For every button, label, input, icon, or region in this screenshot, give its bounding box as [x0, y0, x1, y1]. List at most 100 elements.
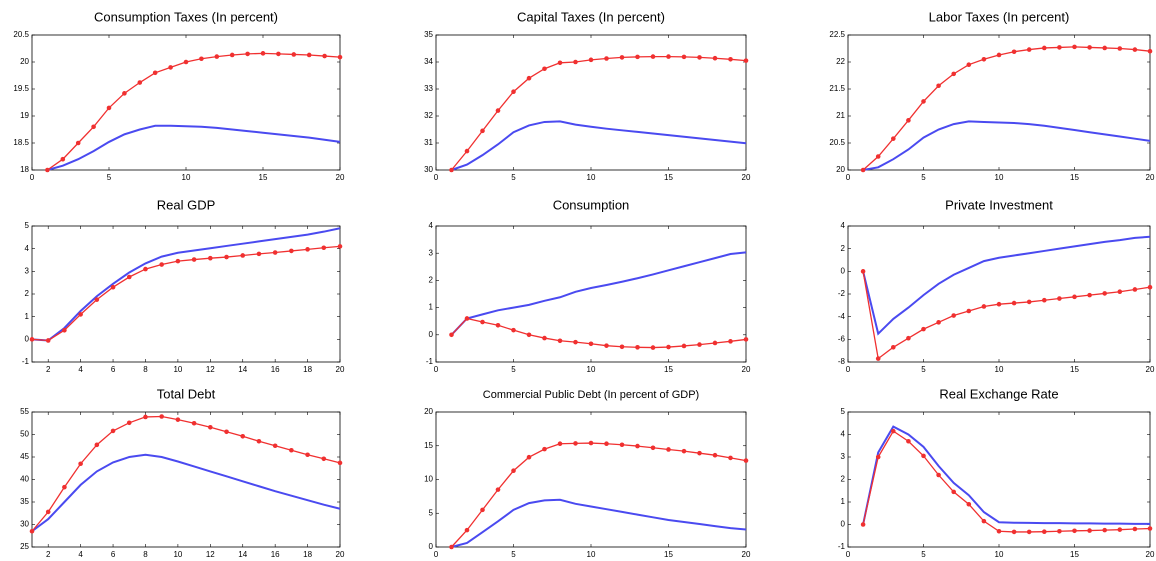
series-line — [451, 498, 747, 548]
data-point — [635, 443, 640, 449]
data-point — [981, 304, 987, 309]
series-line — [31, 227, 341, 342]
data-point — [1072, 44, 1077, 50]
chart-title: Commercial Public Debt (In percent of GD… — [483, 389, 699, 401]
data-point — [1147, 284, 1153, 290]
data-point — [681, 343, 687, 349]
data-point — [951, 489, 956, 495]
data-point — [1132, 526, 1138, 532]
data-point — [1072, 528, 1077, 534]
series-line — [862, 271, 1151, 360]
x-tick-label: 20 — [742, 550, 751, 559]
data-point — [260, 51, 266, 56]
data-point — [94, 442, 100, 448]
data-point — [712, 452, 718, 458]
y-tick-label: 0 — [841, 266, 846, 275]
data-point — [191, 420, 197, 426]
data-point — [1072, 294, 1077, 300]
y-tick-label: 0 — [25, 334, 30, 343]
chart-title: Real GDP — [157, 197, 216, 212]
data-point — [122, 91, 127, 96]
y-tick-label: 2 — [25, 289, 30, 298]
y-tick-label: 22 — [836, 57, 845, 66]
y-tick-label: 0 — [429, 542, 434, 551]
data-point — [604, 343, 609, 348]
data-point — [666, 54, 671, 59]
y-tick-label: -8 — [838, 357, 846, 366]
data-point — [635, 345, 640, 350]
y-tick-label: 22.5 — [829, 30, 845, 39]
chart-title: Consumption — [553, 197, 630, 212]
data-point — [1102, 45, 1107, 51]
x-tick-label: 20 — [1146, 173, 1155, 182]
data-point — [573, 441, 578, 446]
data-point — [906, 438, 911, 444]
data-point — [272, 250, 278, 255]
x-tick-label: 6 — [111, 365, 116, 374]
data-point — [1057, 528, 1062, 534]
chart-title: Labor Taxes (In percent) — [929, 9, 1070, 24]
data-point — [240, 434, 246, 439]
data-point — [1042, 45, 1047, 51]
y-tick-label: 1 — [429, 303, 434, 312]
data-point — [168, 65, 173, 70]
x-tick-label: 18 — [303, 365, 312, 374]
data-point — [78, 461, 83, 467]
y-tick-label: 33 — [424, 84, 433, 93]
series-line — [862, 430, 1151, 533]
data-point — [951, 313, 956, 318]
data-point — [666, 344, 671, 350]
data-point — [557, 338, 563, 344]
series-line — [862, 120, 1151, 171]
data-point — [1042, 529, 1047, 534]
series-line — [451, 120, 747, 171]
data-point — [245, 51, 250, 57]
series-line — [451, 442, 747, 548]
y-tick-label: 18 — [20, 165, 29, 174]
data-point — [996, 52, 1002, 58]
data-point — [743, 58, 749, 63]
x-tick-label: 18 — [303, 550, 312, 559]
data-point — [45, 338, 51, 343]
y-tick-label: 3 — [25, 266, 30, 275]
data-point — [981, 57, 987, 62]
chart-title: Real Exchange Rate — [939, 386, 1058, 401]
y-tick-label: 35 — [20, 497, 29, 506]
y-tick-label: -2 — [838, 289, 846, 298]
plot-frame — [435, 225, 747, 363]
y-tick-label: 4 — [25, 244, 30, 253]
data-point — [981, 518, 987, 524]
data-point — [712, 340, 718, 346]
data-point — [697, 342, 702, 347]
data-point — [573, 59, 578, 65]
data-point — [240, 253, 246, 258]
data-point — [860, 167, 866, 173]
data-point — [1087, 45, 1092, 50]
x-tick-label: 2 — [46, 550, 51, 559]
data-point — [1057, 296, 1062, 301]
series-line — [450, 55, 747, 171]
y-tick-label: -4 — [838, 312, 846, 321]
chart-title: Private Investment — [945, 197, 1053, 212]
data-point — [137, 80, 143, 85]
data-point — [91, 124, 96, 130]
y-tick-label: -1 — [838, 542, 846, 551]
x-tick-label: 15 — [259, 173, 268, 182]
x-tick-label: 15 — [664, 550, 673, 559]
y-tick-label: 20 — [424, 407, 433, 416]
x-tick-label: 14 — [238, 365, 247, 374]
x-tick-label: 8 — [143, 550, 148, 559]
y-tick-label: 18.5 — [13, 138, 29, 147]
data-point — [29, 528, 35, 534]
x-tick-label: 15 — [1070, 365, 1079, 374]
x-tick-label: 10 — [587, 173, 596, 182]
y-tick-label: 3 — [841, 452, 846, 461]
data-point — [1026, 47, 1032, 52]
data-point — [635, 54, 640, 60]
data-point — [743, 337, 749, 342]
data-point — [94, 297, 100, 302]
data-point — [542, 66, 547, 72]
data-point — [62, 484, 67, 490]
data-point — [29, 337, 35, 342]
